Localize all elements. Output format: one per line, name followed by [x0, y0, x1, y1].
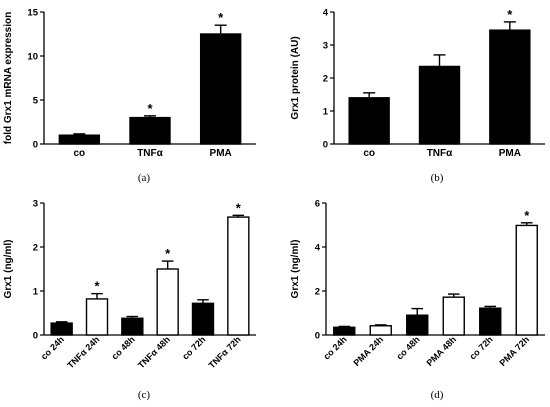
panel-d-label: (d) [431, 389, 444, 401]
bar [369, 325, 392, 336]
x-category-label: co 72h [180, 334, 207, 361]
bar [199, 33, 242, 145]
x-category-label: co 48h [394, 334, 421, 361]
significance-marker: * [524, 208, 530, 223]
panel-b-label: (b) [431, 172, 444, 184]
bar [442, 296, 465, 336]
y-tick-label: 10 [27, 52, 38, 63]
x-category-label: co 48h [110, 334, 137, 361]
bar [348, 97, 390, 145]
panel-a-label: (a) [138, 172, 151, 184]
x-category-label: PMA 24h [351, 334, 385, 368]
y-tick-label: 4 [323, 8, 329, 19]
x-category-label: co 72h [467, 334, 494, 361]
x-category-label: PMA 48h [424, 334, 458, 368]
x-category-label: PMA [210, 148, 232, 159]
y-tick-label: 0 [315, 331, 320, 342]
x-category-label: TNFα 24h [65, 334, 101, 370]
y-tick-label: 1 [323, 107, 329, 118]
bar [515, 224, 538, 336]
bar [333, 326, 356, 336]
bar [156, 268, 179, 336]
y-tick-label: 2 [33, 243, 38, 254]
bar [227, 216, 250, 336]
bar [50, 322, 73, 336]
panel-c-label: (c) [138, 389, 151, 401]
bar [121, 317, 144, 336]
significance-marker: * [165, 246, 171, 261]
significance-marker: * [236, 200, 242, 215]
y-tick-label: 6 [315, 199, 320, 210]
y-tick-label: 15 [27, 8, 38, 19]
y-axis-title: fold Grx1 mRNA expression [3, 12, 14, 144]
y-axis-title: Grx1 (ng/ml) [290, 240, 301, 299]
bar [479, 307, 502, 336]
panel-b-chart: 0 1 2 3 4 Grx1 protein (AU) co TNFα * PMA (b) [290, 7, 545, 184]
bar [489, 29, 531, 145]
y-axis-title: Grx1 protein (AU) [290, 36, 301, 119]
y-tick-label: 0 [33, 331, 38, 342]
bar [406, 314, 429, 336]
y-tick-label: 5 [33, 96, 39, 107]
significance-marker: * [218, 10, 224, 25]
x-category-label: co 24h [39, 334, 66, 361]
bar [191, 302, 215, 336]
y-tick-label: 2 [315, 287, 320, 298]
bar [418, 65, 461, 145]
bar [58, 134, 101, 145]
panel-a-chart: 0 5 10 15 fold Grx1 mRNA expression co * TNFα * P… [3, 8, 256, 184]
x-category-label: co 24h [321, 334, 348, 361]
y-tick-label: 3 [323, 41, 328, 52]
significance-marker: * [147, 101, 153, 116]
x-category-label: TNFα [137, 148, 163, 159]
x-category-label: PMA 72h [497, 334, 531, 368]
y-tick-label: 0 [323, 140, 328, 151]
x-category-label: TNFα [427, 148, 453, 159]
x-category-label: PMA [499, 148, 521, 159]
y-tick-label: 4 [315, 243, 321, 254]
panel-c-chart: 0 1 2 3 Grx1 (ng/ml) co 24h * TNFα 24h co 48h * TN… [3, 199, 256, 401]
x-category-label: co [73, 148, 85, 159]
x-category-label: TNFα 48h [136, 334, 172, 370]
significance-marker: * [94, 279, 100, 294]
y-tick-label: 1 [33, 287, 39, 298]
y-tick-label: 3 [33, 199, 38, 210]
bar [85, 298, 109, 336]
bar [129, 116, 171, 145]
significance-marker: * [507, 7, 513, 22]
y-tick-label: 2 [323, 74, 328, 85]
panel-d-chart: 0 2 4 6 Grx1 (ng/ml) co 24h PMA 24h co 48h PMA 4… [290, 199, 545, 401]
x-category-label: co [363, 148, 375, 159]
y-axis-title: Grx1 (ng/ml) [3, 240, 14, 299]
x-category-label: TNFα 72h [207, 334, 243, 370]
y-tick-label: 0 [33, 140, 38, 151]
